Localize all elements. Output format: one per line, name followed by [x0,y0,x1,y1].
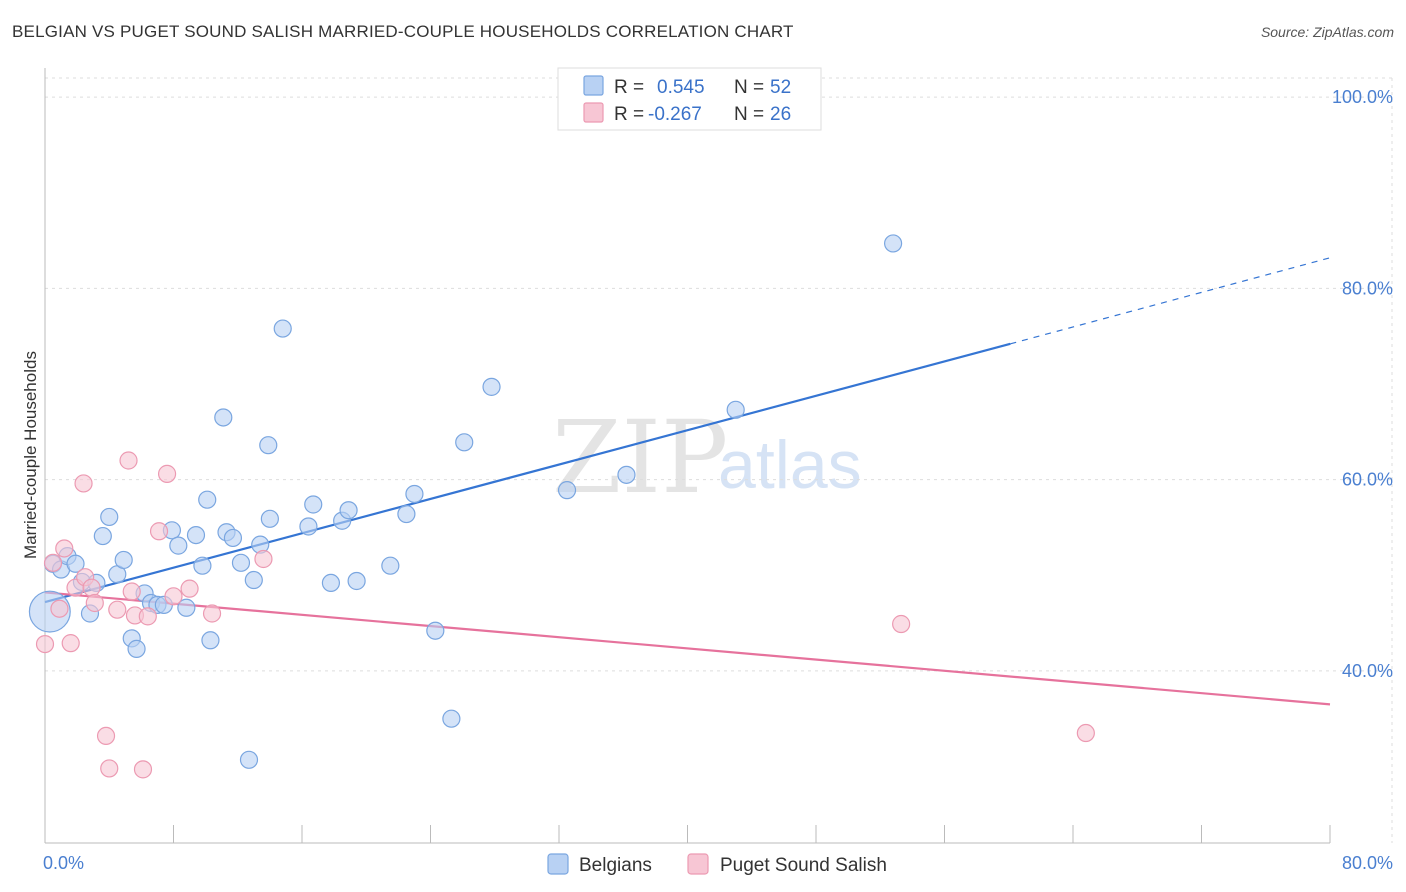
point-belgians-24 [201,631,220,650]
point-belgians-36 [321,573,341,593]
point-salish-24 [892,614,911,634]
y-tick-label-0: 40.0% [1342,661,1393,681]
point-salish-21 [180,579,199,598]
data-points [28,234,1095,779]
legend-n-label-belgians: N = [734,77,764,98]
point-belgians-34 [299,517,318,536]
point-belgians-23 [198,490,217,509]
bottom-legend-label-salish: Puget Sound Salish [720,855,887,876]
point-salish-14 [122,582,141,601]
point-salish-8 [82,578,101,597]
legend-r-label-belgians: R = [614,77,644,98]
point-belgians-8 [93,526,112,546]
point-belgians-43 [426,621,445,640]
point-belgians-20 [177,598,196,617]
legend-swatch-salish [583,102,604,123]
point-salish-18 [149,522,169,541]
point-belgians-27 [223,528,243,548]
trendline-belgians-extension [1010,257,1331,345]
point-salish-9 [85,593,104,613]
point-belgians-50 [883,234,903,253]
legend-n-label-salish: N = [734,104,764,125]
point-salish-0 [35,634,55,654]
point-salish-13 [119,451,138,470]
x-tick-label-0: 0.0% [43,853,84,873]
point-belgians-44 [442,709,461,728]
point-salish-3 [55,539,74,558]
legend-box: R = 0.545 N = 52 R = -0.267 N = 26 [557,67,822,131]
point-belgians-33 [273,319,292,338]
watermark-atlas: atlas [718,427,862,503]
point-belgians-51 [239,750,259,769]
point-belgians-25 [214,408,233,427]
y-axis-title: Married-couple Households [21,351,40,559]
point-belgians-49 [726,400,745,419]
point-belgians-39 [347,571,366,591]
y-tick-label-1: 60.0% [1342,470,1393,490]
bottom-legend: Belgians Puget Sound Salish [547,853,887,876]
point-belgians-45 [455,433,474,452]
point-salish-19 [157,464,177,483]
point-belgians-11 [114,550,133,570]
point-belgians-35 [304,495,323,514]
point-salish-16 [133,760,153,779]
trendline-salish [44,591,1331,706]
chart-source: Source: ZipAtlas.com [1260,24,1394,40]
legend-swatch-belgians [583,75,604,96]
point-belgians-47 [557,481,577,500]
point-belgians-28 [231,553,251,572]
watermark: ZIP atlas [552,399,862,516]
grid [45,77,1393,843]
chart-title: BELGIAN VS PUGET SOUND SALISH MARRIED-CO… [12,22,794,41]
point-salish-12 [108,600,127,619]
tick-labels: 40.0% 60.0% 80.0% 100.0% 0.0% 80.0% [43,87,1393,873]
point-belgians-41 [397,504,416,524]
point-belgians-9 [100,507,119,527]
point-belgians-22 [193,556,212,575]
legend-r-label-salish: R = [614,104,644,125]
point-salish-1 [43,553,63,572]
point-salish-11 [100,759,119,778]
bottom-legend-swatch-belgians [547,853,569,875]
axes [44,68,1331,844]
point-belgians-42 [405,484,424,504]
bottom-legend-swatch-salish [687,853,709,875]
legend-n-value-salish: 26 [770,104,791,125]
point-belgians-13 [127,639,146,658]
point-belgians-31 [259,436,278,455]
point-salish-17 [138,607,157,626]
point-salish-6 [74,474,93,493]
watermark-zip: ZIP [552,399,728,516]
legend-r-value-belgians: 0.545 [657,77,705,98]
point-belgians-4 [66,554,85,573]
bottom-legend-label-belgians: Belgians [579,855,652,876]
point-belgians-19 [169,536,188,555]
point-belgians-46 [482,377,501,396]
point-salish-10 [96,726,116,746]
point-salish-23 [254,549,273,569]
point-belgians-29 [244,570,263,590]
legend-n-value-belgians: 52 [770,77,791,98]
point-salish-25 [1076,723,1095,743]
legend-r-value-salish: -0.267 [648,104,702,125]
point-salish-20 [164,587,183,606]
y-tick-label-3: 100.0% [1332,87,1393,107]
point-belgians-40 [381,556,400,575]
point-belgians-38 [339,501,358,520]
point-salish-4 [61,634,80,653]
y-tick-label-2: 80.0% [1342,278,1393,298]
point-belgians-48 [617,465,636,484]
x-tick-label-1: 80.0% [1342,853,1393,873]
point-salish-2 [50,599,69,618]
point-belgians-32 [260,509,279,528]
point-salish-22 [202,604,222,623]
point-belgians-21 [186,525,206,545]
trendline-belgians [44,342,1011,604]
